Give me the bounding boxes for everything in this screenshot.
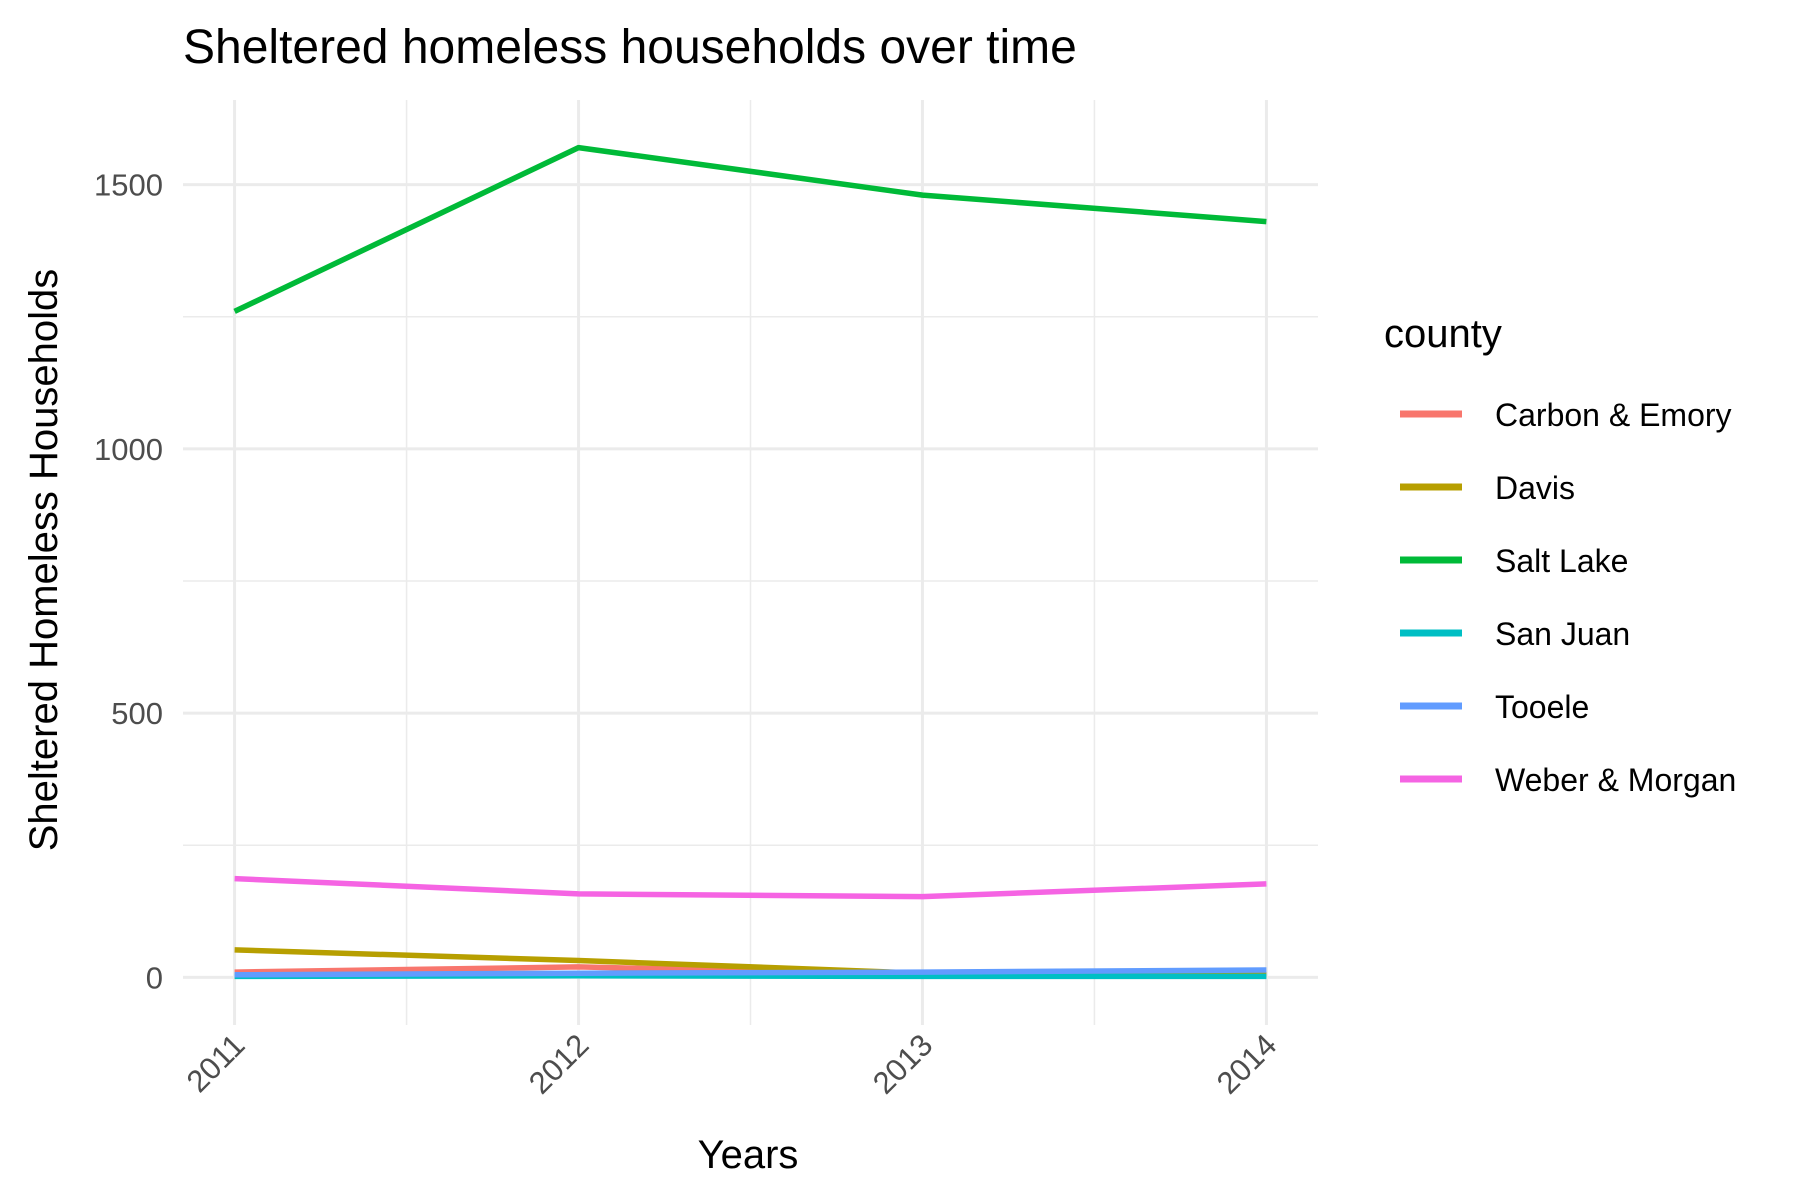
legend-title: county <box>1384 312 1502 356</box>
y-axis-title: Sheltered Homeless Households <box>22 269 66 852</box>
x-axis-tick-labels: 2011 2012 2013 2014 <box>180 1027 1284 1101</box>
x-tick-label: 2012 <box>522 1027 596 1101</box>
legend: county Carbon & Emory Davis Salt Lake San J… <box>1384 312 1736 798</box>
x-axis-title: Years <box>698 1133 799 1177</box>
legend-label-davis: Davis <box>1495 470 1575 506</box>
series-line-weber-morgan <box>234 875 1267 900</box>
legend-label-weber-morgan: Weber & Morgan <box>1495 762 1736 798</box>
legend-label-carbon-emory: Carbon & Emory <box>1495 397 1732 433</box>
x-tick-label: 2011 <box>180 1027 252 1099</box>
y-tick-label: 0 <box>146 960 163 995</box>
chart-title: Sheltered homeless households over time <box>183 21 1077 74</box>
y-axis-tick-labels: 0 500 1000 1500 <box>94 168 163 996</box>
x-tick-label: 2013 <box>866 1027 940 1101</box>
legend-label-san-juan: San Juan <box>1495 616 1630 652</box>
series-lines <box>233 144 1267 980</box>
grid <box>183 100 1318 1025</box>
series-line-salt-lake <box>233 144 1267 314</box>
y-tick-label: 1000 <box>94 432 163 467</box>
y-tick-label: 500 <box>111 696 163 731</box>
x-tick-label: 2014 <box>1210 1027 1284 1101</box>
series-line-tooele <box>234 967 1267 978</box>
legend-label-salt-lake: Salt Lake <box>1495 543 1628 579</box>
y-tick-label: 1500 <box>94 168 163 203</box>
legend-label-tooele: Tooele <box>1495 689 1589 725</box>
